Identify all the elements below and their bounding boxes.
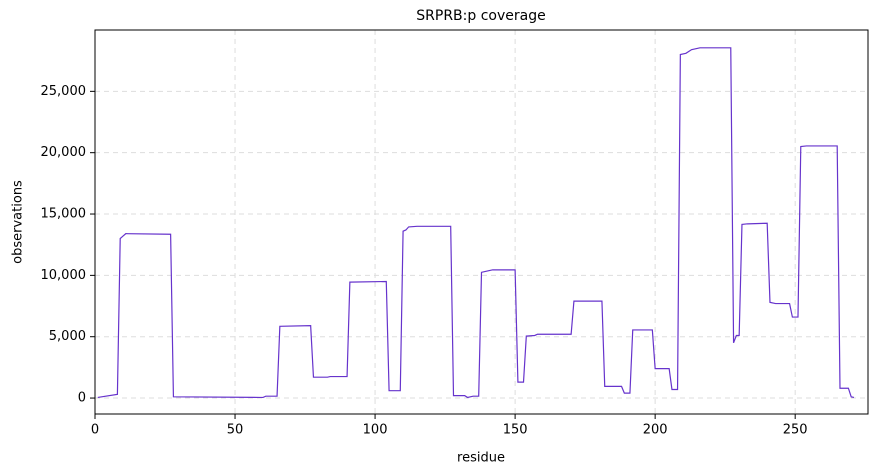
x-tick-label: 200	[643, 423, 668, 438]
x-tick-label: 0	[91, 423, 99, 438]
x-tick-label: 150	[503, 423, 528, 438]
x-tick-label: 50	[227, 423, 244, 438]
x-tick-label: 100	[363, 423, 388, 438]
y-tick-label: 10,000	[41, 268, 87, 283]
x-axis-label: residue	[457, 451, 505, 466]
y-tick-label: 5,000	[49, 329, 86, 344]
y-tick-label: 15,000	[41, 207, 87, 222]
data-line	[97, 47, 855, 399]
y-axis-label: observations	[11, 180, 26, 264]
plot-frame	[94, 29, 869, 415]
chart-title: SRPRB:p coverage	[416, 8, 545, 24]
y-tick-label: 20,000	[41, 145, 87, 160]
y-tick-label: 0	[78, 391, 86, 406]
y-tick-label: 25,000	[41, 84, 87, 99]
x-tick-label: 250	[783, 423, 808, 438]
